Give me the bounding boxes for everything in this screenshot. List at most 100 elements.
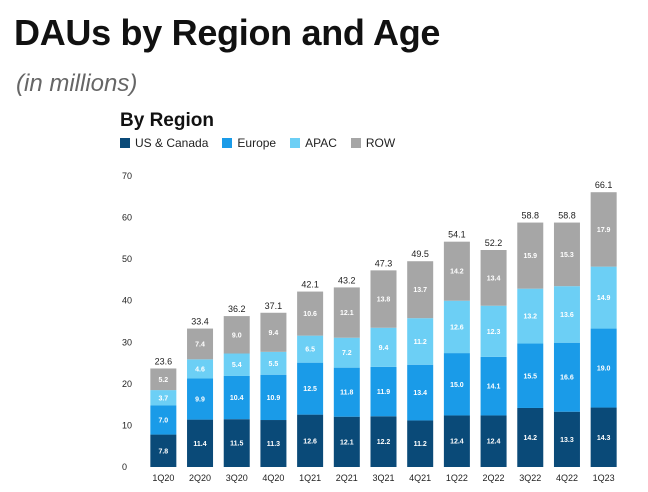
bar-total-label: 54.1	[448, 230, 466, 240]
x-tick-label: 3Q21	[372, 473, 394, 483]
x-tick-label: 1Q20	[152, 473, 174, 483]
x-tick-label: 4Q20	[262, 473, 284, 483]
bar-segment-us-canada	[150, 434, 177, 467]
data-label-apac: 14.9	[597, 295, 611, 302]
data-label-europe: 13.4	[413, 390, 427, 397]
data-label-row: 12.1	[340, 310, 354, 317]
x-tick-label: 4Q21	[409, 473, 431, 483]
legend-item-us-canada: US & Canada	[120, 136, 208, 150]
data-label-apac: 13.2	[523, 314, 537, 321]
legend-item-apac: APAC	[290, 136, 337, 150]
bar-total-label: 58.8	[522, 211, 540, 221]
data-label-us-canada: 11.5	[230, 441, 243, 448]
data-label-europe: 15.5	[523, 373, 537, 380]
bar-total-label: 47.3	[375, 258, 393, 268]
bar-segment-apac	[260, 351, 287, 375]
x-tick-label: 1Q22	[446, 473, 468, 483]
bar-segment-apac	[333, 337, 360, 368]
data-label-us-canada: 11.4	[193, 441, 206, 448]
bar-total-label: 23.6	[155, 356, 173, 366]
legend-label-apac: APAC	[305, 136, 337, 150]
data-label-row: 15.9	[523, 253, 537, 260]
data-label-europe: 10.9	[267, 395, 281, 402]
bar-total-label: 33.4	[191, 317, 209, 327]
bar-segment-europe	[223, 375, 250, 420]
data-label-europe: 7.0	[158, 418, 168, 425]
bar-total-label: 52.2	[485, 238, 503, 248]
legend-label-europe: Europe	[237, 136, 277, 150]
page-subtitle: (in millions)	[16, 70, 138, 97]
bar-segment-europe	[553, 342, 580, 412]
data-label-europe: 14.1	[487, 384, 501, 391]
data-label-europe: 11.8	[340, 390, 353, 397]
bar-total-label: 49.5	[411, 249, 429, 259]
bar-segment-row	[370, 270, 397, 328]
x-tick-label: 1Q23	[593, 473, 615, 483]
bar-segment-apac	[443, 300, 470, 354]
y-tick-label: 10	[122, 420, 132, 430]
legend-item-europe: Europe	[222, 136, 276, 150]
bar-segment-apac	[370, 327, 397, 367]
data-label-us-canada: 14.3	[597, 435, 611, 442]
data-label-us-canada: 14.2	[523, 435, 537, 442]
bar-segment-europe	[187, 378, 214, 420]
bar-segment-europe	[333, 367, 360, 417]
data-label-europe: 12.5	[303, 386, 317, 393]
x-tick-label: 4Q22	[556, 473, 578, 483]
data-label-us-canada: 12.4	[450, 439, 464, 446]
data-label-us-canada: 12.4	[487, 439, 501, 446]
bar-segment-row	[443, 241, 470, 301]
bar-segment-us-canada	[333, 416, 360, 467]
bar-segment-us-canada	[407, 420, 434, 467]
bar-segment-apac	[480, 305, 507, 357]
bar-segment-apac	[517, 288, 544, 344]
bar-segment-europe	[590, 328, 617, 408]
bar-segment-apac	[297, 335, 324, 363]
bar-segment-row	[553, 222, 580, 287]
bar-segment-apac	[187, 359, 214, 379]
data-label-us-canada: 13.3	[560, 437, 574, 444]
y-tick-label: 60	[122, 213, 132, 223]
x-tick-label: 1Q21	[299, 473, 321, 483]
bar-segment-us-canada	[260, 420, 287, 467]
data-label-apac: 13.6	[560, 312, 574, 319]
data-label-europe: 19.0	[597, 366, 611, 373]
data-label-row: 9.4	[269, 330, 279, 337]
bar-segment-us-canada	[223, 419, 250, 467]
bar-total-label: 36.2	[228, 304, 246, 314]
data-label-us-canada: 12.2	[377, 439, 391, 446]
data-label-apac: 7.2	[342, 350, 352, 357]
legend-swatch-apac	[290, 138, 301, 148]
bar-segment-row	[480, 249, 507, 306]
bar-segment-us-canada	[553, 411, 580, 467]
bar-segment-row	[297, 291, 324, 336]
x-tick-label: 2Q20	[189, 473, 211, 483]
legend-item-row: ROW	[350, 136, 395, 150]
legend-swatch-europe	[222, 138, 233, 148]
bar-segment-apac	[150, 390, 177, 406]
bar-segment-europe	[480, 356, 507, 416]
y-tick-label: 20	[122, 379, 132, 389]
bar-segment-row	[187, 328, 214, 360]
bar-segment-apac	[590, 266, 617, 329]
data-label-europe: 11.9	[377, 389, 390, 396]
bar-segment-row	[517, 222, 544, 289]
bar-total-label: 42.1	[301, 280, 319, 290]
bar-segment-apac	[407, 318, 434, 365]
legend-swatch-row	[350, 138, 361, 148]
bar-segment-europe	[370, 366, 397, 417]
bar-segment-us-canada	[443, 415, 470, 467]
data-label-apac: 3.7	[158, 395, 168, 402]
y-tick-label: 30	[122, 337, 132, 347]
data-label-apac: 5.4	[232, 362, 242, 369]
bar-segment-row	[260, 312, 287, 352]
x-tick-label: 2Q21	[336, 473, 358, 483]
bar-segment-us-canada	[480, 415, 507, 467]
data-label-europe: 10.4	[230, 395, 244, 402]
bar-segment-row	[223, 316, 250, 354]
data-label-row: 13.7	[413, 287, 427, 294]
data-label-row: 7.4	[195, 341, 205, 348]
bar-segment-europe	[443, 353, 470, 416]
bar-segment-us-canada	[590, 407, 617, 467]
bar-total-label: 66.1	[595, 180, 613, 190]
